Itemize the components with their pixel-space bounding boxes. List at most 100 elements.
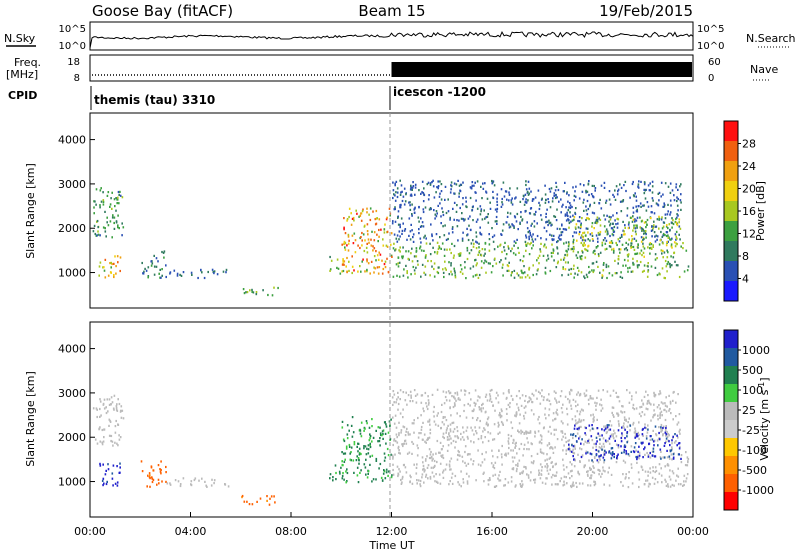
heatmap-cell-r9 [677, 453, 680, 456]
heatmap-cell-r7 [442, 271, 445, 274]
heatmap-cell-r9 [676, 237, 678, 240]
heatmap-cell-r7 [527, 476, 530, 479]
heatmap-cell-r8 [648, 401, 650, 404]
heatmap-cell-r6 [384, 432, 387, 435]
heatmap-cell-r8 [514, 197, 516, 200]
heatmap-cell-r8 [672, 418, 674, 421]
heatmap-cell-r8 [555, 181, 557, 184]
heatmap-cell-r7 [454, 271, 456, 274]
heatmap-cell-r7 [550, 476, 553, 479]
heatmap-cell-r7 [484, 241, 487, 245]
heatmap-cell-r3 [165, 275, 167, 279]
heatmap-cell-r7 [626, 253, 629, 257]
heatmap-cell-r9 [617, 238, 620, 241]
heatmap-cell-r7 [664, 465, 666, 468]
heatmap-cell-r8 [587, 183, 590, 186]
heatmap-cell-r0 [92, 407, 95, 410]
heatmap-cell-r8 [559, 227, 561, 231]
heatmap-cell-r0 [116, 198, 119, 201]
heatmap-cell-r2 [157, 478, 160, 481]
heatmap-cell-r8 [410, 394, 412, 397]
heatmap-cell-r8 [478, 406, 480, 409]
heatmap-cell-r7 [664, 259, 667, 263]
heatmap-cell-r7 [501, 266, 504, 269]
heatmap-cell-r8 [678, 225, 681, 228]
heatmap-cell-r7 [561, 274, 563, 277]
heatmap-cell-r8 [537, 390, 540, 393]
heatmap-cell-r8 [408, 201, 410, 204]
heatmap-cell-r8 [588, 180, 590, 183]
heatmap-cell-r7 [617, 255, 620, 258]
heatmap-cell-r9 [586, 451, 589, 454]
heatmap-cell-r9 [620, 440, 623, 443]
heatmap-cell-r6 [372, 210, 374, 213]
heatmap-cell-r6 [353, 219, 355, 222]
heatmap-cell-r8 [553, 390, 556, 393]
heatmap-cell-r8 [447, 424, 449, 427]
heatmap-cell-r0 [119, 436, 122, 439]
heatmap-cell-r7 [423, 249, 425, 252]
heatmap-cell-r8 [618, 422, 620, 425]
heatmap-cell-r7 [592, 465, 594, 468]
heatmap-cell-r8 [640, 227, 643, 230]
heatmap-cell-r7 [535, 273, 538, 276]
heatmap-cell-r8 [409, 204, 411, 207]
heatmap-cell-r9 [640, 240, 643, 243]
heatmap-cell-r8 [546, 208, 548, 211]
heatmap-cell-r8 [659, 390, 661, 393]
heatmap-cell-r6 [341, 420, 344, 423]
heatmap-cell-r8 [498, 414, 500, 417]
heatmap-cell-r7 [586, 275, 589, 279]
heatmap-cell-r7 [556, 262, 559, 265]
heatmap-cell-r8 [565, 206, 567, 209]
heatmap-cell-r0 [113, 198, 116, 201]
heatmap-cell-r2 [149, 485, 151, 488]
heatmap-cell-r7 [477, 253, 479, 256]
heatmap-cell-r6 [375, 250, 377, 253]
heatmap-cell-r8 [593, 212, 596, 215]
heatmap-cell-r7 [669, 469, 671, 472]
heatmap-cell-r8 [484, 428, 486, 431]
heatmap-cell-r8 [613, 415, 615, 418]
heatmap-cell-r8 [479, 231, 481, 234]
heatmap-cell-r8 [556, 227, 559, 230]
heatmap-cell-r4 [266, 495, 268, 498]
heatmap-cell-r9 [649, 435, 652, 438]
heatmap-cell-r7 [658, 463, 661, 466]
heatmap-cell-r1 [104, 258, 107, 261]
heatmap-cell-r8 [418, 232, 420, 235]
heatmap-cell-r8 [466, 426, 469, 429]
heatmap-cell-r8 [402, 425, 405, 428]
heatmap-cell-r8 [458, 219, 460, 222]
heatmap-cell-r8 [510, 449, 512, 452]
heatmap-cell-r7 [636, 266, 639, 269]
heatmap-cell-r9 [625, 247, 628, 250]
heatmap-cell-r8 [520, 429, 522, 432]
heatmap-cell-r7 [597, 245, 599, 248]
heatmap-cell-r6 [369, 444, 371, 447]
heatmap-cell-r8 [448, 435, 451, 438]
heatmap-cell-r7 [439, 451, 441, 454]
heatmap-cell-r8 [494, 220, 497, 223]
heatmap-cell-r8 [420, 401, 423, 404]
heatmap-cell-r9 [638, 445, 640, 448]
heatmap-cell-r8 [531, 238, 534, 241]
heatmap-cell-r0 [115, 221, 118, 224]
heatmap-cell-r8 [506, 419, 508, 422]
heatmap-cell-r8 [442, 432, 445, 435]
heatmap-cell-r8 [491, 449, 493, 452]
heatmap-cell-r2 [159, 468, 161, 471]
heatmap-cell-r8 [629, 429, 631, 432]
heatmap-cell-r7 [460, 485, 462, 488]
heatmap-cell-r9 [616, 457, 618, 460]
heatmap-cell-r7 [667, 260, 669, 264]
heatmap-cell-r6 [342, 438, 345, 441]
heatmap-cell-r8 [662, 193, 664, 196]
heatmap-cell-r8 [459, 415, 461, 418]
heatmap-cell-r8 [526, 227, 529, 230]
heatmap-cell-r8 [659, 416, 661, 419]
heatmap-cell-r8 [487, 221, 490, 224]
heatmap-cell-r8 [477, 437, 480, 441]
heatmap-cell-r7 [522, 470, 524, 473]
heatmap-cell-r0 [94, 232, 97, 236]
